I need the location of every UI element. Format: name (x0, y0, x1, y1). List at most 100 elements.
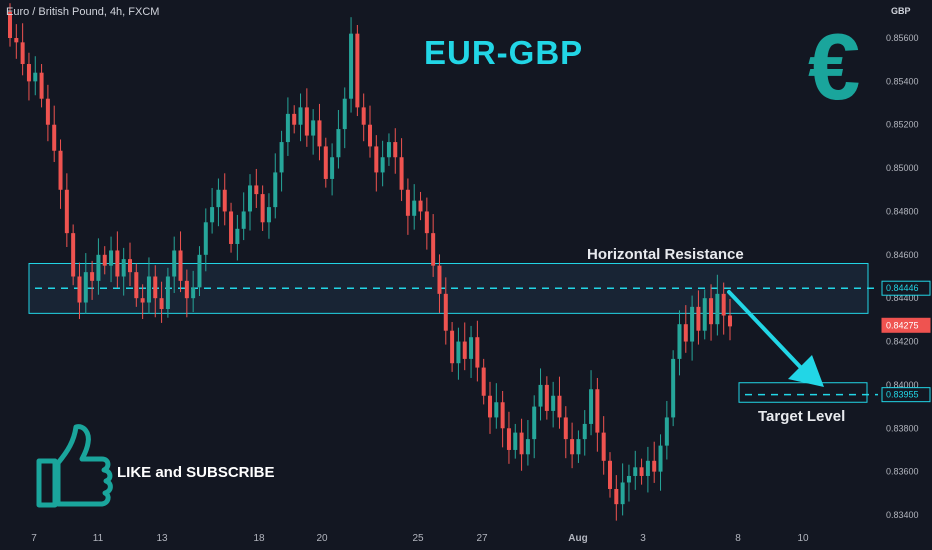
candle-body (159, 298, 164, 310)
candle-body (210, 207, 215, 223)
x-tick-label: 13 (156, 533, 168, 544)
candle-body (134, 272, 139, 299)
candle-body (64, 189, 69, 234)
candle-body (266, 207, 271, 223)
candle-body (481, 367, 486, 396)
candle-body (342, 98, 347, 130)
decorations-layer (36, 290, 824, 508)
candle-body (412, 200, 417, 216)
candle-body (109, 250, 114, 266)
like-subscribe-text: LIKE and SUBSCRIBE (117, 464, 275, 481)
last-price-badge (881, 317, 931, 333)
x-tick-label: 3 (640, 533, 646, 544)
candle-body (664, 417, 669, 446)
x-tick-label: 8 (735, 533, 741, 544)
candle-body (304, 107, 309, 136)
candle-body (128, 259, 132, 273)
candle-body (386, 142, 391, 158)
candle-body (538, 384, 543, 407)
candle-body (513, 432, 518, 450)
candle-body (216, 189, 221, 208)
x-tick-label: 27 (476, 533, 488, 544)
candle-body (393, 142, 398, 158)
candle-body (525, 439, 530, 455)
candle-body (317, 120, 322, 147)
candle-body (298, 107, 303, 125)
candle-body (33, 72, 38, 82)
y-tick-label: 0.83800 (886, 423, 919, 433)
candle-body (405, 189, 410, 216)
candle-body (626, 475, 631, 483)
candle-body (437, 265, 442, 294)
candle-body (462, 341, 467, 359)
candle-body (589, 389, 594, 424)
candle-body (551, 395, 556, 411)
candle-body (544, 384, 549, 411)
thumb-cuff (36, 458, 58, 508)
candle-body (248, 185, 252, 212)
candle-body (557, 395, 562, 418)
candle-body (570, 439, 575, 455)
candle-body (582, 423, 587, 440)
candle-body (121, 259, 126, 277)
candle-body (349, 33, 354, 99)
x-tick-label: 18 (253, 533, 265, 544)
euro-icon: € (808, 14, 861, 119)
candle-body (450, 330, 455, 364)
x-tick-label: 25 (412, 533, 424, 544)
candle-body (506, 428, 511, 450)
candle-body (197, 254, 202, 288)
candle-body (77, 276, 82, 303)
candle-body (184, 280, 189, 299)
candle-body (709, 298, 714, 325)
candle-body (532, 406, 537, 440)
candle-body (361, 107, 366, 125)
candle-body (336, 129, 341, 158)
candle-body (658, 445, 663, 472)
y-tick-label: 0.84000 (886, 380, 919, 390)
candle-body (431, 233, 436, 266)
candle-body (330, 157, 335, 179)
y-tick-label: 0.85600 (886, 33, 919, 43)
thumbs-up-icon (36, 424, 113, 508)
candle-body (45, 98, 50, 125)
candle-body (115, 250, 120, 277)
candle-body (443, 293, 448, 331)
candles-layer (8, 3, 732, 521)
currency-label: GBP (891, 6, 911, 16)
candle-body (52, 124, 57, 151)
candle-body (235, 228, 240, 244)
arrow-head-icon (788, 355, 824, 387)
last-price-badge-label: 0.84275 (886, 320, 919, 330)
resistance-label: Horizontal Resistance (587, 246, 744, 263)
candle-body (241, 211, 246, 229)
x-tick-label: 10 (797, 533, 809, 544)
y-tick-label: 0.84400 (886, 293, 919, 303)
candle-body (191, 287, 196, 299)
candle-body (614, 488, 619, 505)
candle-body (279, 142, 284, 173)
x-tick-label: Aug (568, 533, 587, 544)
chart-title: EUR-GBP (424, 34, 584, 71)
y-tick-label: 0.83600 (886, 467, 919, 477)
candle-body (71, 233, 76, 277)
candle-body (639, 467, 644, 476)
candle-body (140, 298, 145, 303)
candle-body (418, 200, 423, 212)
candle-body (311, 120, 316, 136)
candle-body (222, 189, 227, 212)
x-tick-label: 20 (316, 533, 328, 544)
candle-body (368, 124, 372, 147)
resistance-price-badge-label: 0.84446 (886, 283, 919, 293)
candle-body (677, 324, 682, 359)
candle-body (292, 113, 297, 125)
candle-body (645, 460, 650, 476)
candle-body (165, 276, 170, 310)
y-tick-label: 0.85200 (886, 120, 919, 130)
candle-body (399, 157, 404, 190)
candle-body (494, 402, 499, 418)
candle-body (576, 439, 581, 455)
candle-body (178, 250, 183, 281)
candle-body (500, 402, 505, 429)
